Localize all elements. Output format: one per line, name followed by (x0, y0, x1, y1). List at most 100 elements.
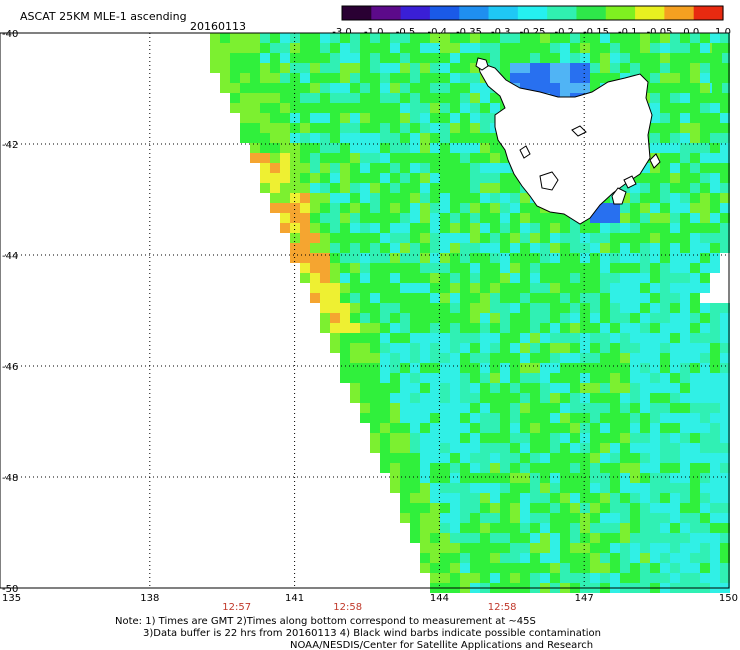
wind-field-cell (670, 543, 680, 553)
wind-field-cell (480, 363, 490, 373)
wind-field-cell (650, 133, 660, 143)
wind-field-cell (300, 143, 310, 153)
wind-field-cell (450, 323, 460, 333)
wind-field-cell (460, 123, 470, 133)
wind-field-cell (450, 253, 460, 263)
wind-field-cell (460, 133, 470, 143)
wind-field-cell (690, 173, 700, 183)
wind-field-cell (620, 573, 630, 583)
wind-field-cell (280, 163, 290, 173)
wind-field-cell (710, 433, 720, 443)
wind-field-cell (670, 283, 680, 293)
wind-field-cell (370, 173, 380, 183)
wind-field-cell (510, 173, 520, 183)
wind-field-cell (690, 443, 700, 453)
wind-field-cell (510, 463, 520, 473)
wind-field-cell (260, 133, 270, 143)
wind-field-cell (490, 163, 500, 173)
wind-field-cell (430, 93, 440, 103)
wind-field-cell (380, 193, 390, 203)
wind-field-cell (390, 373, 400, 383)
wind-field-cell (600, 303, 610, 313)
wind-field-cell (520, 83, 530, 93)
wind-field-cell (520, 233, 530, 243)
wind-field-cell (400, 243, 410, 253)
wind-field-cell (570, 393, 580, 403)
wind-field-cell (550, 263, 560, 273)
wind-field-cell (470, 453, 480, 463)
wind-field-cell (400, 513, 410, 523)
wind-field-cell (660, 43, 670, 53)
wind-field-cell (600, 253, 610, 263)
wind-field-cell (520, 533, 530, 543)
wind-field-cell (720, 353, 730, 363)
wind-field-cell (360, 333, 370, 343)
wind-field-cell (450, 313, 460, 323)
wind-field-cell (360, 393, 370, 403)
wind-field-cell (550, 223, 560, 233)
wind-field-cell (640, 223, 650, 233)
wind-field-cell (340, 173, 350, 183)
wind-field-cell (550, 313, 560, 323)
wind-field-cell (690, 273, 700, 283)
wind-field-cell (530, 383, 540, 393)
wind-field-cell (260, 33, 270, 43)
wind-field-cell (620, 563, 630, 573)
wind-field-cell (650, 53, 660, 63)
wind-field-cell (330, 273, 340, 283)
wind-field-cell (320, 153, 330, 163)
wind-field-cell (370, 183, 380, 193)
wind-field-cell (440, 533, 450, 543)
wind-field-cell (680, 313, 690, 323)
wind-field-cell (690, 403, 700, 413)
wind-field-cell (380, 393, 390, 403)
wind-field-cell (700, 433, 710, 443)
wind-field-cell (510, 53, 520, 63)
wind-field-cell (670, 323, 680, 333)
wind-field-cell (620, 383, 630, 393)
wind-field-cell (490, 333, 500, 343)
wind-field-cell (560, 433, 570, 443)
wind-field-cell (410, 533, 420, 543)
wind-field-cell (460, 513, 470, 523)
wind-field-cell (600, 473, 610, 483)
wind-field-cell (300, 43, 310, 53)
wind-field-cell (380, 333, 390, 343)
wind-field-cell (410, 333, 420, 343)
wind-field-cell (700, 503, 710, 513)
wind-field-cell (390, 193, 400, 203)
wind-field-cell (560, 223, 570, 233)
wind-field-cell (640, 423, 650, 433)
wind-field-cell (650, 453, 660, 463)
wind-field-cell (620, 483, 630, 493)
wind-field-cell (620, 193, 630, 203)
map-panel (0, 32, 730, 593)
wind-field-cell (700, 363, 710, 373)
wind-field-cell (500, 363, 510, 373)
wind-field-cell (300, 103, 310, 113)
wind-field-cell (590, 353, 600, 363)
wind-field-cell (400, 503, 410, 513)
wind-field-cell (640, 563, 650, 573)
longitude-tick-label: 135 (2, 593, 21, 604)
wind-field-cell (590, 413, 600, 423)
wind-field-cell (650, 93, 660, 103)
wind-field-cell (370, 233, 380, 243)
wind-field-cell (550, 573, 560, 583)
graticule (5, 33, 729, 588)
wind-field-cell (700, 303, 710, 313)
wind-field-cell (450, 63, 460, 73)
wind-field-cell (460, 503, 470, 513)
wind-field-cell (710, 153, 720, 163)
wind-field-cell (680, 343, 690, 353)
wind-field-cell (330, 343, 340, 353)
wind-field-cell (630, 213, 640, 223)
wind-field-cell (660, 263, 670, 273)
wind-field-cell (490, 533, 500, 543)
wind-field-cell (680, 243, 690, 253)
wind-field-cell (690, 503, 700, 513)
wind-field-cell (720, 213, 730, 223)
wind-field-cell (460, 243, 470, 253)
wind-field-cell (510, 213, 520, 223)
wind-field-cell (690, 233, 700, 243)
